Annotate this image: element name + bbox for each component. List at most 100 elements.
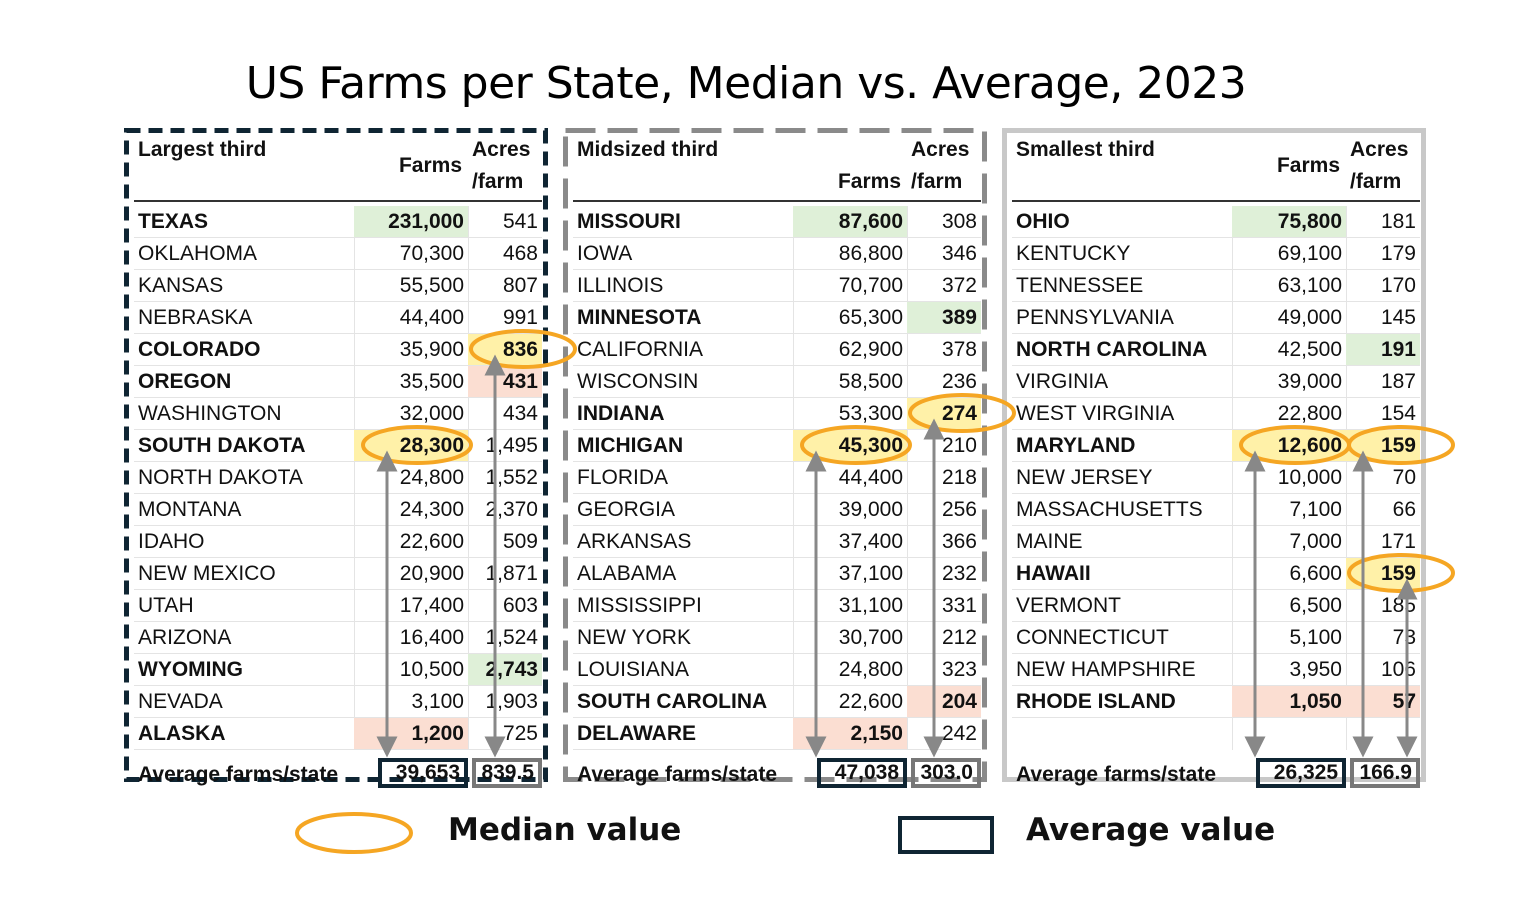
state-name: ARIZONA bbox=[138, 626, 232, 649]
farms-value: 6,600 bbox=[1289, 562, 1342, 585]
farms-value: 3,950 bbox=[1289, 658, 1342, 681]
acres-column-header-unit: /farm bbox=[472, 170, 524, 193]
acres-value: 389 bbox=[907, 302, 981, 333]
farms-value: 35,500 bbox=[399, 370, 464, 393]
acres-value: 170 bbox=[1380, 274, 1416, 297]
average-row: Average farms/state 26,325 166.9 bbox=[1012, 758, 1420, 792]
table-row: FLORIDA 44,400 218 bbox=[573, 462, 981, 494]
acres-value: 218 bbox=[941, 466, 977, 489]
acres-column-header-unit: /farm bbox=[1350, 170, 1402, 193]
average-label: Average farms/state bbox=[577, 763, 777, 786]
column-separator bbox=[1232, 206, 1233, 750]
state-name: MISSISSIPPI bbox=[577, 594, 702, 617]
state-name: GEORGIA bbox=[577, 498, 676, 521]
average-row: Average farms/state 39,653 839.5 bbox=[134, 758, 542, 792]
state-name: IDAHO bbox=[138, 530, 205, 553]
farms-value: 65,300 bbox=[838, 306, 903, 329]
state-name: WEST VIRGINIA bbox=[1016, 402, 1175, 425]
farms-value: 75,800 bbox=[1232, 206, 1346, 237]
average-box-legend-icon bbox=[898, 816, 994, 854]
farms-value: 24,300 bbox=[399, 498, 464, 521]
panel-label: Largest third bbox=[138, 138, 267, 161]
state-name: PENNSYLVANIA bbox=[1016, 306, 1174, 329]
state-name: MARYLAND bbox=[1016, 434, 1136, 457]
state-name: TENNESSEE bbox=[1016, 274, 1144, 297]
state-name: NEW HAMPSHIRE bbox=[1016, 658, 1196, 681]
state-name: ARKANSAS bbox=[577, 530, 692, 553]
panel-largest-third: Largest third Farms Acres/farm TEXAS 231,000… bbox=[124, 128, 548, 788]
state-name: HAWAII bbox=[1016, 562, 1091, 585]
average-acres-value: 166.9 bbox=[1350, 758, 1420, 788]
average-acres-value: 303.0 bbox=[911, 758, 981, 788]
state-name: CALIFORNIA bbox=[577, 338, 704, 361]
state-name: IOWA bbox=[577, 242, 633, 265]
table-row: MINNESOTA 65,300 389 bbox=[573, 302, 981, 334]
acres-value: 187 bbox=[1380, 370, 1416, 393]
acres-value: 171 bbox=[1380, 530, 1416, 553]
acres-value: 541 bbox=[502, 210, 538, 233]
table-row: WISCONSIN 58,500 236 bbox=[573, 366, 981, 398]
table-row: MARYLAND 12,600 159 bbox=[1012, 430, 1420, 462]
state-name: VIRGINIA bbox=[1016, 370, 1109, 393]
acres-value: 991 bbox=[502, 306, 538, 329]
table-row: MASSACHUSETTS 7,100 66 bbox=[1012, 494, 1420, 526]
panel-table: Midsized third Farms Acres/farm MISSOURI 87,… bbox=[573, 136, 983, 788]
acres-value: 181 bbox=[1380, 210, 1416, 233]
average-label: Average farms/state bbox=[138, 763, 338, 786]
table-row: OREGON 35,500 431 bbox=[134, 366, 542, 398]
farms-value: 5,100 bbox=[1289, 626, 1342, 649]
header-rule bbox=[1012, 200, 1420, 202]
table-row: SOUTH DAKOTA 28,300 1,495 bbox=[134, 430, 542, 462]
table-row: SOUTH CAROLINA 22,600 204 bbox=[573, 686, 981, 718]
average-farms-value: 47,038 bbox=[817, 758, 907, 788]
state-name: NEW MEXICO bbox=[138, 562, 276, 585]
table-row: KANSAS 55,500 807 bbox=[134, 270, 542, 302]
panel-table: Largest third Farms Acres/farm TEXAS 231,000… bbox=[134, 136, 544, 788]
table-row: OHIO 75,800 181 bbox=[1012, 206, 1420, 238]
acres-value: 1,495 bbox=[485, 434, 538, 457]
table-row: NEW JERSEY 10,000 70 bbox=[1012, 462, 1420, 494]
column-separator bbox=[907, 206, 908, 750]
state-name: SOUTH CAROLINA bbox=[577, 690, 768, 713]
chart-title: US Farms per State, Median vs. Average, … bbox=[245, 58, 1247, 109]
acres-value: 836 bbox=[468, 334, 542, 365]
farms-column-header: Farms bbox=[1276, 154, 1340, 177]
state-name: LOUISIANA bbox=[577, 658, 690, 681]
farms-value: 12,600 bbox=[1232, 430, 1346, 461]
state-name: NEVADA bbox=[138, 690, 223, 713]
state-name: KENTUCKY bbox=[1016, 242, 1131, 265]
acres-value: 1,524 bbox=[485, 626, 538, 649]
panel-smallest-third: Smallest third Farms Acres/farm OHIO 75,800 1… bbox=[1002, 128, 1426, 788]
farms-value: 10,500 bbox=[399, 658, 464, 681]
state-name: WISCONSIN bbox=[577, 370, 699, 393]
acres-column-header: Acres bbox=[1350, 138, 1409, 161]
state-name: WYOMING bbox=[138, 658, 243, 681]
acres-value: 378 bbox=[941, 338, 977, 361]
table-row: ARIZONA 16,400 1,524 bbox=[134, 622, 542, 654]
farms-value: 16,400 bbox=[399, 626, 464, 649]
table-row: IDAHO 22,600 509 bbox=[134, 526, 542, 558]
column-separator bbox=[354, 206, 355, 750]
farms-value: 44,400 bbox=[399, 306, 464, 329]
farms-value: 24,800 bbox=[399, 466, 464, 489]
panel-midsized-third: Midsized third Farms Acres/farm MISSOURI 87,… bbox=[563, 128, 987, 788]
state-name: ILLINOIS bbox=[577, 274, 664, 297]
acres-value: 431 bbox=[468, 366, 542, 397]
acres-value: 236 bbox=[941, 370, 977, 393]
median-ring-legend-icon bbox=[295, 812, 413, 854]
acres-value: 106 bbox=[1380, 658, 1416, 681]
farms-value: 32,000 bbox=[399, 402, 464, 425]
table-row: MONTANA 24,300 2,370 bbox=[134, 494, 542, 526]
table-row: NEBRASKA 44,400 991 bbox=[134, 302, 542, 334]
state-name: NORTH DAKOTA bbox=[138, 466, 303, 489]
state-name: KANSAS bbox=[138, 274, 224, 297]
acres-value: 807 bbox=[502, 274, 538, 297]
table-row: TEXAS 231,000 541 bbox=[134, 206, 542, 238]
panel-label: Smallest third bbox=[1016, 138, 1155, 161]
table-row: MISSISSIPPI 31,100 331 bbox=[573, 590, 981, 622]
table-row: PENNSYLVANIA 49,000 145 bbox=[1012, 302, 1420, 334]
state-name: MICHIGAN bbox=[577, 434, 684, 457]
state-name: NORTH CAROLINA bbox=[1016, 338, 1208, 361]
farms-value: 22,800 bbox=[1277, 402, 1342, 425]
acres-value: 159 bbox=[1346, 430, 1420, 461]
